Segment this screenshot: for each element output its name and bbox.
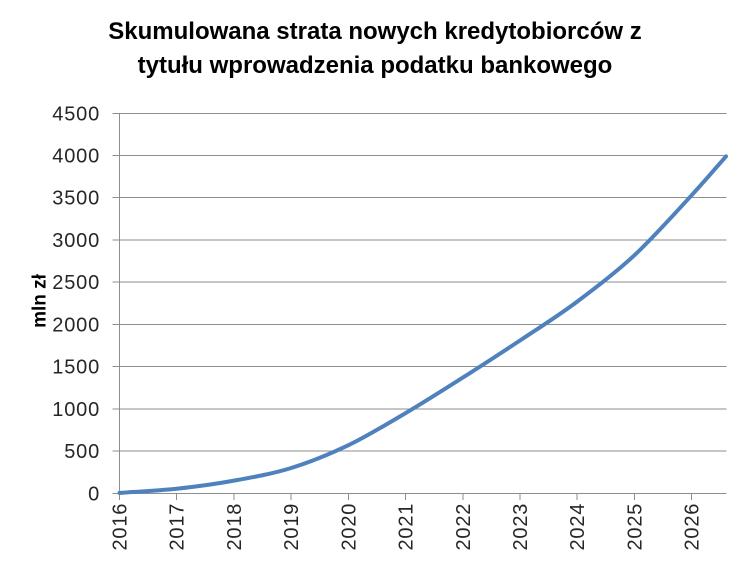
x-tick-labels: 2016 2017 2018 2019 2020 2021 2022 2023 2024 2025… xyxy=(110,503,704,551)
y-tick-labels: 0 500 1000 1500 2000 2500 3000 3500 4000 4500 xyxy=(52,103,100,505)
x-tick-label: 2019 xyxy=(281,503,303,551)
gridlines xyxy=(112,112,727,494)
x-tick-label: 2017 xyxy=(167,503,189,551)
y-axis-title: mln zł xyxy=(30,273,51,328)
y-tick-label: 2000 xyxy=(52,314,100,336)
x-ticks xyxy=(119,493,693,500)
y-tick-label: 3500 xyxy=(52,188,100,210)
x-tick-label: 2021 xyxy=(396,503,418,551)
y-tick-label: 4500 xyxy=(52,103,100,125)
x-tick-label: 2023 xyxy=(510,503,532,551)
chart-title-line1: Skumulowana strata nowych kredytobiorców… xyxy=(108,18,642,45)
x-tick-label: 2018 xyxy=(224,503,246,551)
x-tick-label: 2026 xyxy=(682,503,704,551)
y-tick-label: 1500 xyxy=(52,357,100,379)
y-tick-label: 0 xyxy=(88,483,100,505)
chart-title-line2: tytułu wprowadzenia podatku bankowego xyxy=(137,52,613,79)
x-tick-label: 2020 xyxy=(338,503,360,551)
y-tick-label: 1000 xyxy=(52,399,100,421)
data-line xyxy=(117,154,728,495)
x-tick-label: 2016 xyxy=(110,503,132,551)
y-tick-label: 2500 xyxy=(52,272,100,294)
x-tick-label: 2024 xyxy=(567,503,589,551)
y-tick-label: 4000 xyxy=(52,146,100,168)
x-tick-label: 2022 xyxy=(453,503,475,551)
x-tick-label: 2025 xyxy=(624,503,646,551)
y-tick-label: 500 xyxy=(64,441,100,463)
y-tick-label: 3000 xyxy=(52,230,100,252)
chart-title: Skumulowana strata nowych kredytobiorców… xyxy=(0,15,750,83)
